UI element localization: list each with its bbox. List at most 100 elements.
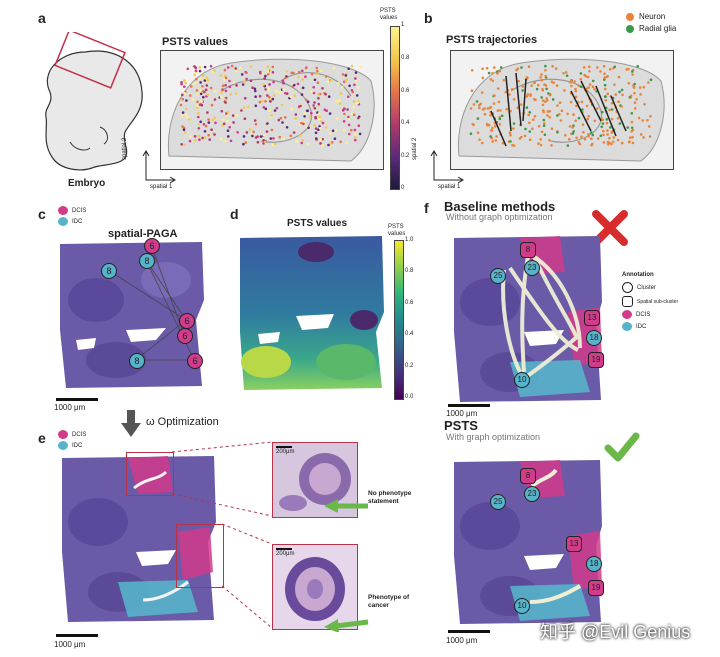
scatter-dot-b [582,66,586,69]
scatter-dot-b [533,115,537,118]
scatter-dot-a [195,77,198,81]
panel-b-plot [450,50,674,170]
scatter-dot-a [262,106,266,109]
scatter-dot-a [289,134,293,138]
scatter-dot-b [610,108,614,111]
scatter-dot-b [628,136,632,139]
panel-a-title: PSTS values [162,36,229,48]
scatter-dot-a [193,135,197,138]
scatter-dot-b [493,125,497,128]
scatter-dot-b [542,109,545,112]
scatter-dot-b [610,102,614,105]
scatter-dot-a [321,121,325,125]
scatter-dot-b [649,114,652,118]
node-c-6-mid: 6 [177,328,193,344]
scatter-dot-b [621,93,624,97]
scatter-dot-b [593,119,597,123]
node-c-8-top: 8 [139,253,155,269]
panel-c-scalebar-label: 1000 μm [54,403,86,412]
scatter-dot-b [512,98,516,101]
scatter-dot-b [574,95,578,99]
scatter-dot-b [633,82,636,86]
scatter-dot-a [298,134,302,137]
scatter-dot-a [243,117,247,120]
scatter-dot-a [315,137,318,140]
scatter-dot-b [590,131,593,134]
scatter-dot-a [278,91,281,94]
scatter-dot-a [263,77,267,80]
scatter-dot-a [327,95,331,98]
panel-e-scalebar-label: 1000 μm [54,640,86,649]
scatter-dot-a [192,82,196,85]
scatter-dot-b [494,139,498,142]
scatter-dot-b [526,93,530,96]
watermark: 知乎 @Evil Genius [540,622,691,642]
scatter-dot-b [642,85,646,89]
scatter-dot-b [573,80,576,83]
panel-d-label: d [230,206,239,222]
scatter-dot-a [229,139,233,143]
scatter-dot-b [583,137,587,141]
scatter-dot-a [219,74,222,77]
scatter-dot-a [223,68,227,72]
scatter-dot-b [472,103,476,106]
panel-c-legend: DCIS IDC [58,206,86,226]
colorbar-d-tick-3: 0.4 [405,331,414,337]
scatter-dot-a [264,74,267,78]
scatter-dot-b [577,116,581,120]
scatter-dot-a [314,131,318,135]
scatter-dot-b [555,84,559,87]
scatter-dot-a [280,103,284,107]
scatter-dot-b [596,66,599,69]
scatter-dot-a [271,71,275,74]
scatter-dot-a [354,77,357,80]
scatter-dot-a [195,81,198,85]
scatter-dot-a [304,75,307,78]
scatter-dot-b [527,113,530,117]
scatter-dot-b [581,123,585,126]
scatter-dot-b [476,131,480,134]
scatter-dot-b [530,84,533,87]
scatter-dot-b [590,137,593,140]
inset-bottom [272,544,358,630]
callout-arrow-top [322,498,370,514]
scatter-dot-a [202,95,205,99]
scatter-dot-a [230,64,234,68]
scatter-dot-b [531,127,534,130]
node-c-6-top: 6 [144,238,160,254]
scatter-dot-a [293,94,296,97]
psts-title: PSTS [444,418,478,433]
panel-c-scalebar [56,398,98,401]
scatter-dot-a [332,67,336,70]
callout-bottom: Phenotype of cancer [368,594,410,609]
scatter-dot-b [605,75,609,79]
scatter-dot-b [618,90,621,94]
scatter-dot-b [548,116,551,119]
colorbar-d-tick-2: 0.6 [405,300,414,306]
scatter-dot-a [270,114,273,117]
scatter-dot-b [564,71,568,74]
scatter-dot-a [200,103,204,107]
psts-scalebar-label: 1000 μm [446,636,478,645]
scatter-dot-b [498,69,502,73]
scatter-dot-b [490,129,494,132]
node-f-23: 23 [524,260,540,276]
scatter-dot-a [210,128,213,131]
scatter-dot-b [643,103,646,106]
scatter-dot-a [269,100,272,103]
scatter-dot-b [548,93,552,97]
scatter-dot-a [199,92,203,96]
scatter-dot-a [236,131,239,134]
panel-d-heatmap [236,232,386,392]
scatter-dot-a [301,139,305,142]
scatter-dot-b [525,106,529,109]
scatter-dot-b [649,78,653,81]
inset-bottom-scale-label: 200μm [276,551,295,557]
scatter-dot-a [186,115,189,119]
scatter-dot-a [313,106,317,110]
scatter-dot-a [240,73,244,76]
scatter-dot-a [242,135,246,138]
scatter-dot-b [605,118,609,121]
scatter-dot-b [528,130,532,133]
